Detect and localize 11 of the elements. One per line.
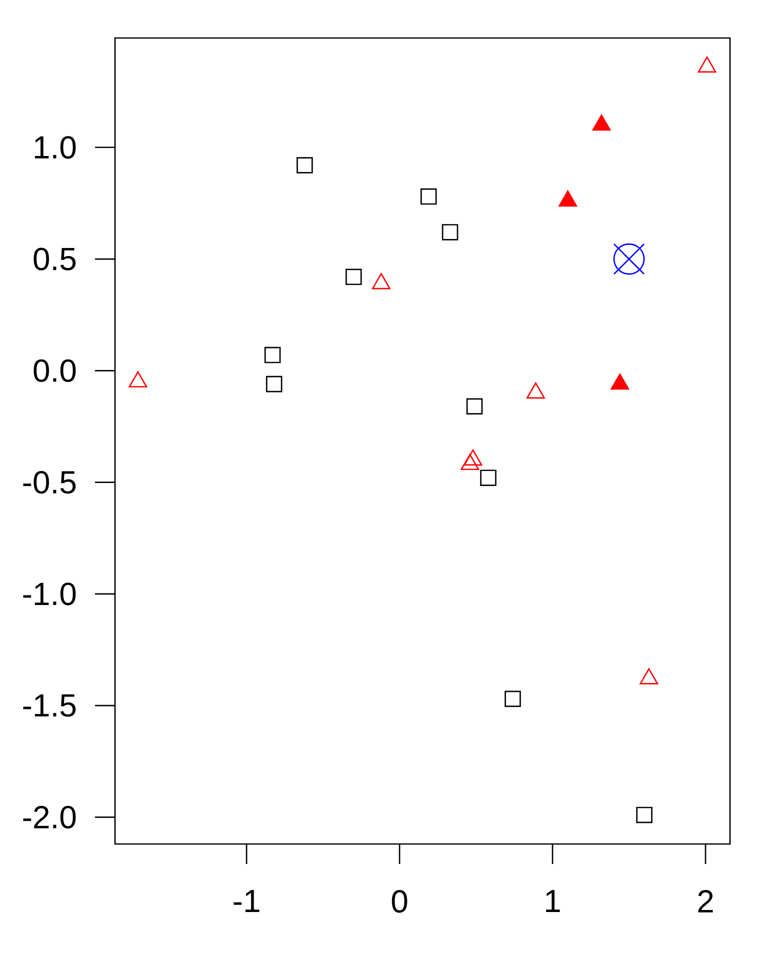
- x-tick-label: 2: [698, 890, 713, 912]
- y-tick-label: -1.0: [23, 582, 76, 606]
- x-tick-label: -1: [234, 890, 260, 912]
- y-tick-label: 0.0: [34, 359, 76, 382]
- y-tick-label: 0.5: [34, 248, 76, 270]
- y-tick-label: 1.0: [34, 136, 76, 159]
- y-tick-label: -0.5: [23, 470, 76, 494]
- y-tick-label: -1.5: [23, 694, 76, 717]
- y-tick-label: -2.0: [23, 806, 76, 829]
- x-tick-label: 1: [546, 890, 560, 912]
- x-tick-label: 0: [392, 890, 408, 913]
